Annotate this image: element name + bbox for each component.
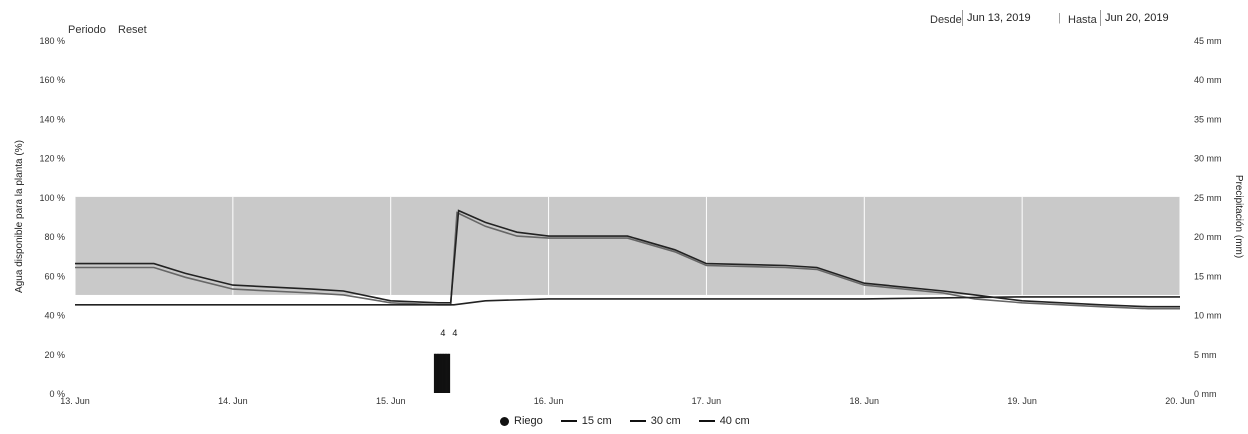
y-tick-label: 80 % [44, 232, 65, 242]
y-tick-label: 140 % [39, 114, 65, 124]
y2-tick-label: 45 mm [1194, 36, 1222, 46]
period-label: Periodo [68, 24, 106, 36]
series-line-15cm [75, 211, 1180, 310]
legend-item-riego[interactable]: Riego [500, 415, 543, 427]
legend-item-40cm[interactable]: 40 cm [698, 415, 750, 427]
riego-dot-icon [500, 416, 509, 426]
y2-tick-label: 40 mm [1194, 75, 1222, 85]
y2-tick-label: 10 mm [1194, 311, 1222, 321]
y2-tick-label: 0 mm [1194, 389, 1217, 399]
line-icon [629, 420, 646, 422]
y2-tick-label: 30 mm [1194, 154, 1222, 164]
riego-label: 4 [452, 328, 457, 338]
from-label: Desde [930, 14, 962, 26]
y2-tick-label: 25 mm [1194, 193, 1222, 203]
y-tick-label: 120 % [39, 154, 65, 164]
x-tick-label: 17. Jun [692, 396, 722, 406]
legend: Riego 15 cm 30 cm 40 cm [500, 412, 750, 430]
y2-tick-label: 35 mm [1194, 114, 1222, 124]
x-tick-label: 18. Jun [850, 396, 880, 406]
line-icon [698, 420, 715, 422]
legend-item-30cm[interactable]: 30 cm [629, 415, 681, 427]
y-axis-title: Agua disponible para la planta (%) [14, 140, 25, 293]
y2-tick-label: 5 mm [1194, 350, 1217, 360]
chart-toolbar: Periodo Reset Desde Jun 13, 2019 | Hasta… [0, 0, 1248, 40]
y2-tick-label: 15 mm [1194, 271, 1222, 281]
to-label: Hasta [1068, 14, 1097, 26]
legend-label-riego: Riego [514, 415, 543, 427]
riego-label: 4 [440, 328, 445, 338]
series-line-30cm [75, 209, 1180, 308]
legend-label-30cm: 30 cm [650, 415, 681, 427]
from-date-input[interactable]: Jun 13, 2019 [962, 10, 1053, 26]
y-tick-label: 180 % [39, 36, 65, 46]
optimal-range-band [75, 196, 1180, 295]
y2-tick-label: 20 mm [1194, 232, 1222, 242]
y-tick-label: 40 % [44, 311, 65, 321]
x-tick-label: 20. Jun [1165, 396, 1195, 406]
legend-label-15cm: 15 cm [581, 415, 612, 427]
date-separator: | [1058, 12, 1061, 24]
legend-label-40cm: 40 cm [719, 415, 750, 427]
series-line-40cm [75, 296, 1180, 306]
x-tick-label: 16. Jun [534, 396, 564, 406]
y-tick-label: 60 % [44, 271, 65, 281]
legend-item-15cm[interactable]: 15 cm [560, 415, 612, 427]
to-date-input[interactable]: Jun 20, 2019 [1100, 10, 1191, 26]
y-tick-label: 160 % [39, 75, 65, 85]
reset-button[interactable]: Reset [118, 24, 147, 36]
y-tick-label: 100 % [39, 193, 65, 203]
line-icon [560, 420, 577, 422]
y-tick-label: 0 % [49, 389, 65, 399]
y2-axis-title: Precipitación (mm) [1233, 175, 1244, 258]
x-tick-label: 19. Jun [1007, 396, 1037, 406]
x-tick-label: 15. Jun [376, 396, 406, 406]
x-tick-label: 13. Jun [60, 396, 90, 406]
soil-moisture-chart: 0 % 20 % 40 % 60 % 80 % 100 % 120 % 140 % 160 % 1… [14, 36, 1244, 406]
x-tick-label: 14. Jun [218, 396, 248, 406]
y-tick-label: 20 % [44, 350, 65, 360]
